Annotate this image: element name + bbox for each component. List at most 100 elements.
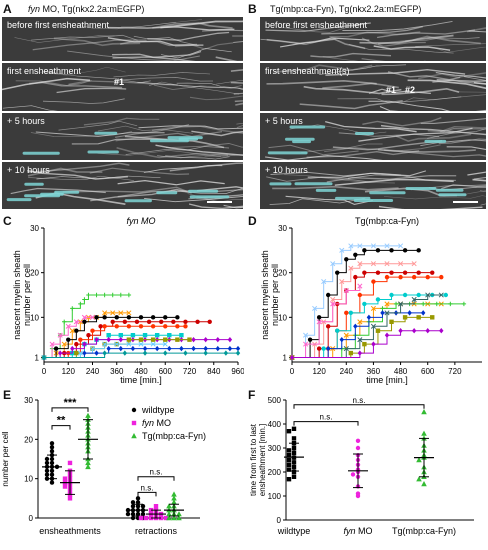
sheath-segment xyxy=(405,187,437,190)
series-line xyxy=(292,272,433,359)
data-point xyxy=(167,333,172,338)
panel-b-row-label-1: before first ensheathment xyxy=(265,20,368,30)
process-filament xyxy=(474,176,486,180)
data-point xyxy=(384,274,390,280)
data-point xyxy=(130,515,136,521)
data-point xyxy=(370,243,376,249)
data-point xyxy=(140,511,146,517)
data-point xyxy=(421,409,427,415)
panel-a-title-rest: MO, Tg(nkx2.2a:mEGFP) xyxy=(40,4,145,14)
data-point xyxy=(74,341,79,347)
process-filament xyxy=(138,125,243,130)
data-point xyxy=(362,270,367,275)
data-point xyxy=(407,310,412,316)
series-1 xyxy=(348,438,368,499)
data-point xyxy=(291,426,297,431)
process-filament xyxy=(265,22,371,32)
process-filament xyxy=(108,26,235,31)
process-filament xyxy=(361,37,426,47)
data-point xyxy=(370,305,376,311)
x-tick-label: 120 xyxy=(312,367,326,376)
process-filament xyxy=(373,45,451,51)
data-point xyxy=(330,301,336,307)
process-filament xyxy=(27,162,130,174)
chart-d: Tg(mbp:ca-Fyn) 1 10 20 30 0 120 240 360 480 600 720… xyxy=(260,216,482,385)
process-filament xyxy=(113,72,211,78)
y-tick-label: 30 xyxy=(278,224,287,233)
sheath-segment xyxy=(267,151,308,155)
data-point xyxy=(357,261,363,267)
data-point xyxy=(416,476,422,482)
process-filament xyxy=(400,94,486,104)
x-axis-label: time [min.] xyxy=(366,375,408,385)
data-point xyxy=(110,319,115,324)
data-point xyxy=(402,270,408,275)
process-filament xyxy=(191,130,243,137)
process-filament xyxy=(420,139,486,147)
process-filament xyxy=(268,144,359,156)
process-filament xyxy=(420,118,486,124)
y-tick-label: 100 xyxy=(268,492,282,501)
panel-e-letter: E xyxy=(3,388,12,402)
sheath-segment xyxy=(315,188,337,192)
x-category-label: retractions xyxy=(135,526,178,536)
data-point xyxy=(411,261,417,267)
microscopy-texture xyxy=(22,117,243,160)
microscopy-texture xyxy=(260,20,486,61)
data-point xyxy=(344,310,349,316)
y-tick-label: 1 xyxy=(35,354,40,363)
data-point xyxy=(140,504,146,509)
data-point xyxy=(203,336,208,343)
process-filament xyxy=(157,155,230,160)
process-filament xyxy=(14,35,115,43)
process-filament xyxy=(42,98,125,104)
process-filament xyxy=(35,131,165,137)
chart-e: 0 10 20 30 number per cell ensheathments retra… xyxy=(1,396,206,536)
data-point xyxy=(175,337,180,342)
process-filament xyxy=(260,38,337,46)
series-0 xyxy=(284,426,304,482)
data-point xyxy=(339,279,345,285)
process-filament xyxy=(338,132,440,137)
data-point xyxy=(384,261,390,267)
category-label-rest: MO xyxy=(356,526,373,536)
data-point xyxy=(439,328,444,334)
y-axis-label-line-2: number per cell xyxy=(270,264,280,326)
data-point xyxy=(166,515,172,521)
data-point xyxy=(102,292,107,298)
series-line xyxy=(44,343,166,359)
data-point xyxy=(153,504,159,509)
data-point xyxy=(122,350,128,356)
data-point xyxy=(138,324,144,329)
y-axis-label-line-2: number per cell xyxy=(22,264,32,326)
data-point xyxy=(325,324,331,329)
data-point xyxy=(82,297,87,302)
data-point xyxy=(384,301,390,307)
process-filament xyxy=(384,149,486,158)
panel-b-marker-1: #1 xyxy=(386,85,397,95)
data-point xyxy=(82,350,87,356)
x-tick-label: 960 xyxy=(231,367,244,376)
data-point xyxy=(162,341,168,347)
data-point xyxy=(44,472,50,477)
panel-a-title: fyn MO, Tg(nkx2.2a:mEGFP) xyxy=(28,4,144,14)
panel-b-marker-2: #2 xyxy=(405,85,416,95)
data-point xyxy=(118,310,124,316)
data-point xyxy=(307,337,313,342)
series-3 xyxy=(289,270,435,360)
data-point xyxy=(102,315,107,320)
data-point xyxy=(438,292,444,298)
data-point xyxy=(355,445,361,451)
process-filament xyxy=(301,143,383,153)
data-point xyxy=(118,345,123,352)
data-point xyxy=(343,346,349,352)
process-filament xyxy=(299,100,403,110)
process-filament xyxy=(456,91,486,93)
data-point xyxy=(86,292,91,298)
process-filament xyxy=(53,37,141,47)
data-point xyxy=(411,274,417,280)
process-filament xyxy=(10,187,106,195)
process-filament xyxy=(115,124,190,138)
data-point xyxy=(286,462,292,467)
process-filament xyxy=(379,105,486,111)
